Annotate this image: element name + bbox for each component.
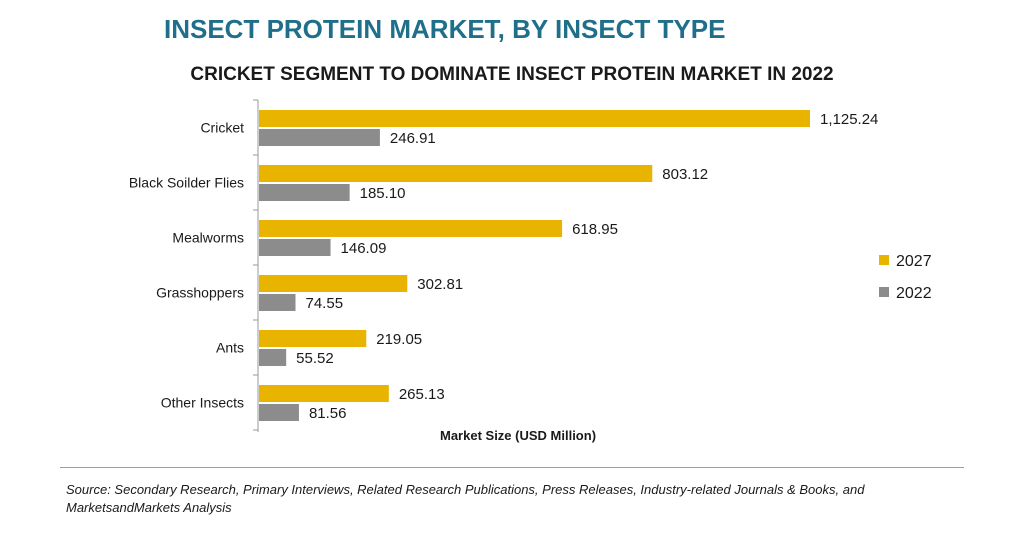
bar-2027 bbox=[259, 275, 408, 292]
data-label: 55.52 bbox=[296, 350, 334, 367]
chart-subtitle: CRICKET SEGMENT TO DOMINATE INSECT PROTE… bbox=[190, 64, 834, 85]
data-label: 74.55 bbox=[306, 295, 344, 312]
bar-2022 bbox=[259, 129, 380, 146]
bar-2022 bbox=[259, 349, 287, 366]
data-label: 618.95 bbox=[572, 221, 618, 238]
data-label: 803.12 bbox=[662, 166, 708, 183]
category-label: Grasshoppers bbox=[156, 285, 244, 301]
data-label: 246.91 bbox=[390, 130, 436, 147]
category-label: Other Insects bbox=[161, 395, 244, 411]
bar-2027 bbox=[259, 220, 563, 237]
category-label: Cricket bbox=[200, 120, 244, 136]
chart-title: INSECT PROTEIN MARKET, BY INSECT TYPE bbox=[164, 14, 726, 44]
data-label: 146.09 bbox=[341, 240, 387, 257]
category-label: Mealworms bbox=[172, 230, 244, 246]
legend-label: 2027 bbox=[896, 253, 932, 270]
source-note: Source: Secondary Research, Primary Inte… bbox=[66, 482, 865, 515]
x-axis-label: Market Size (USD Million) bbox=[440, 428, 597, 443]
data-label: 81.56 bbox=[309, 405, 347, 422]
data-label: 265.13 bbox=[399, 386, 445, 403]
data-label: 185.10 bbox=[360, 185, 406, 202]
bar-2022 bbox=[259, 184, 350, 201]
data-label: 219.05 bbox=[376, 331, 422, 348]
bar-2022 bbox=[259, 404, 299, 421]
bar-2022 bbox=[259, 294, 296, 311]
data-label: 1,125.24 bbox=[820, 111, 878, 128]
legend-label: 2022 bbox=[896, 285, 932, 302]
bar-chart: Cricket 1,125.24 246.91 Black Soilder Flies… bbox=[129, 99, 932, 432]
bar-2022 bbox=[259, 239, 331, 256]
legend-swatch-2022 bbox=[879, 287, 889, 297]
bar-2027 bbox=[259, 330, 367, 347]
data-label: 302.81 bbox=[417, 276, 463, 293]
bar-2027 bbox=[259, 110, 810, 127]
bar-2027 bbox=[259, 165, 653, 182]
bar-2027 bbox=[259, 385, 389, 402]
category-label: Ants bbox=[216, 340, 244, 356]
legend-swatch-2027 bbox=[879, 255, 889, 265]
category-label: Black Soilder Flies bbox=[129, 175, 244, 191]
footer-divider bbox=[60, 467, 964, 468]
